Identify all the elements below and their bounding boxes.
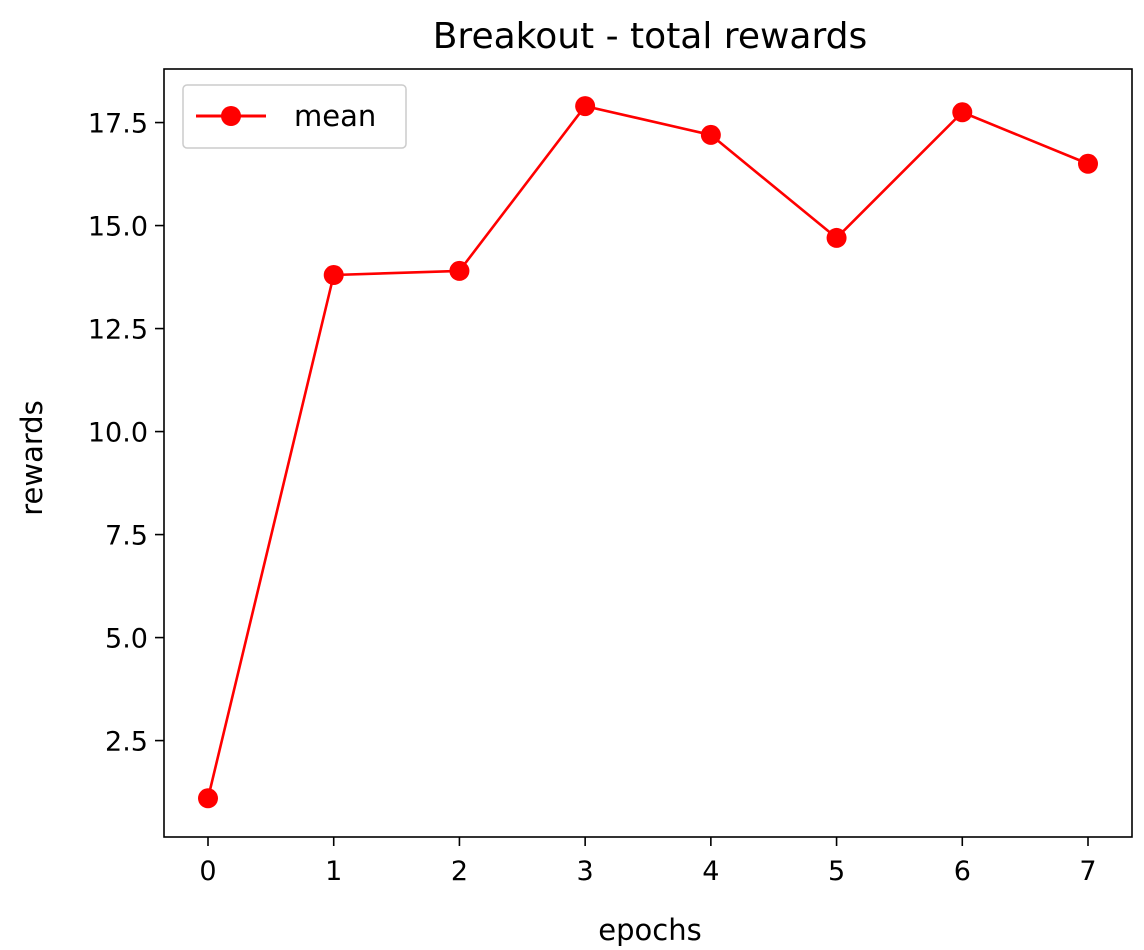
data-point: [1078, 153, 1098, 174]
series-line-mean: [206, 104, 1089, 799]
data-point: [575, 96, 596, 117]
x-tick-label: 4: [702, 856, 719, 887]
legend-entry-mean: mean: [294, 99, 376, 133]
x-tick-label: 2: [451, 856, 468, 887]
data-point: [198, 788, 218, 809]
data-point: [449, 260, 470, 281]
data-point: [952, 102, 973, 123]
x-tick-label: 7: [1079, 856, 1096, 887]
legend-marker-swatch: [221, 106, 241, 126]
legend: mean: [182, 84, 407, 149]
y-tick-label: 17.5: [88, 109, 148, 140]
x-tick-label: 3: [577, 856, 594, 887]
y-tick-label: 15.0: [88, 212, 148, 243]
data-point: [826, 227, 847, 248]
x-axis-ticks: 0 1 2 3 4 5 6 7: [199, 837, 1097, 887]
data-point: [323, 265, 344, 286]
legend-box: [182, 84, 407, 149]
y-tick-label: 10.0: [88, 418, 148, 449]
y-tick-label: 7.5: [105, 521, 148, 552]
y-tick-label: 12.5: [88, 315, 148, 346]
y-axis-ticks: 2.5 5.0 7.5 10.0 12.5 15.0 17.5: [88, 109, 164, 758]
y-tick-label: 5.0: [105, 624, 148, 655]
data-point: [700, 124, 721, 145]
chart-title: Breakout - total rewards: [433, 16, 868, 57]
x-tick-label: 1: [325, 856, 342, 887]
x-axis-label: epochs: [598, 913, 701, 947]
series-layer: [198, 96, 1098, 809]
plot-frame: [163, 68, 1133, 838]
y-tick-label: 2.5: [105, 727, 148, 758]
x-tick-label: 6: [954, 856, 971, 887]
x-tick-label: 5: [828, 856, 845, 887]
y-axis-label: rewards: [15, 400, 49, 516]
x-tick-label: 0: [199, 856, 216, 887]
